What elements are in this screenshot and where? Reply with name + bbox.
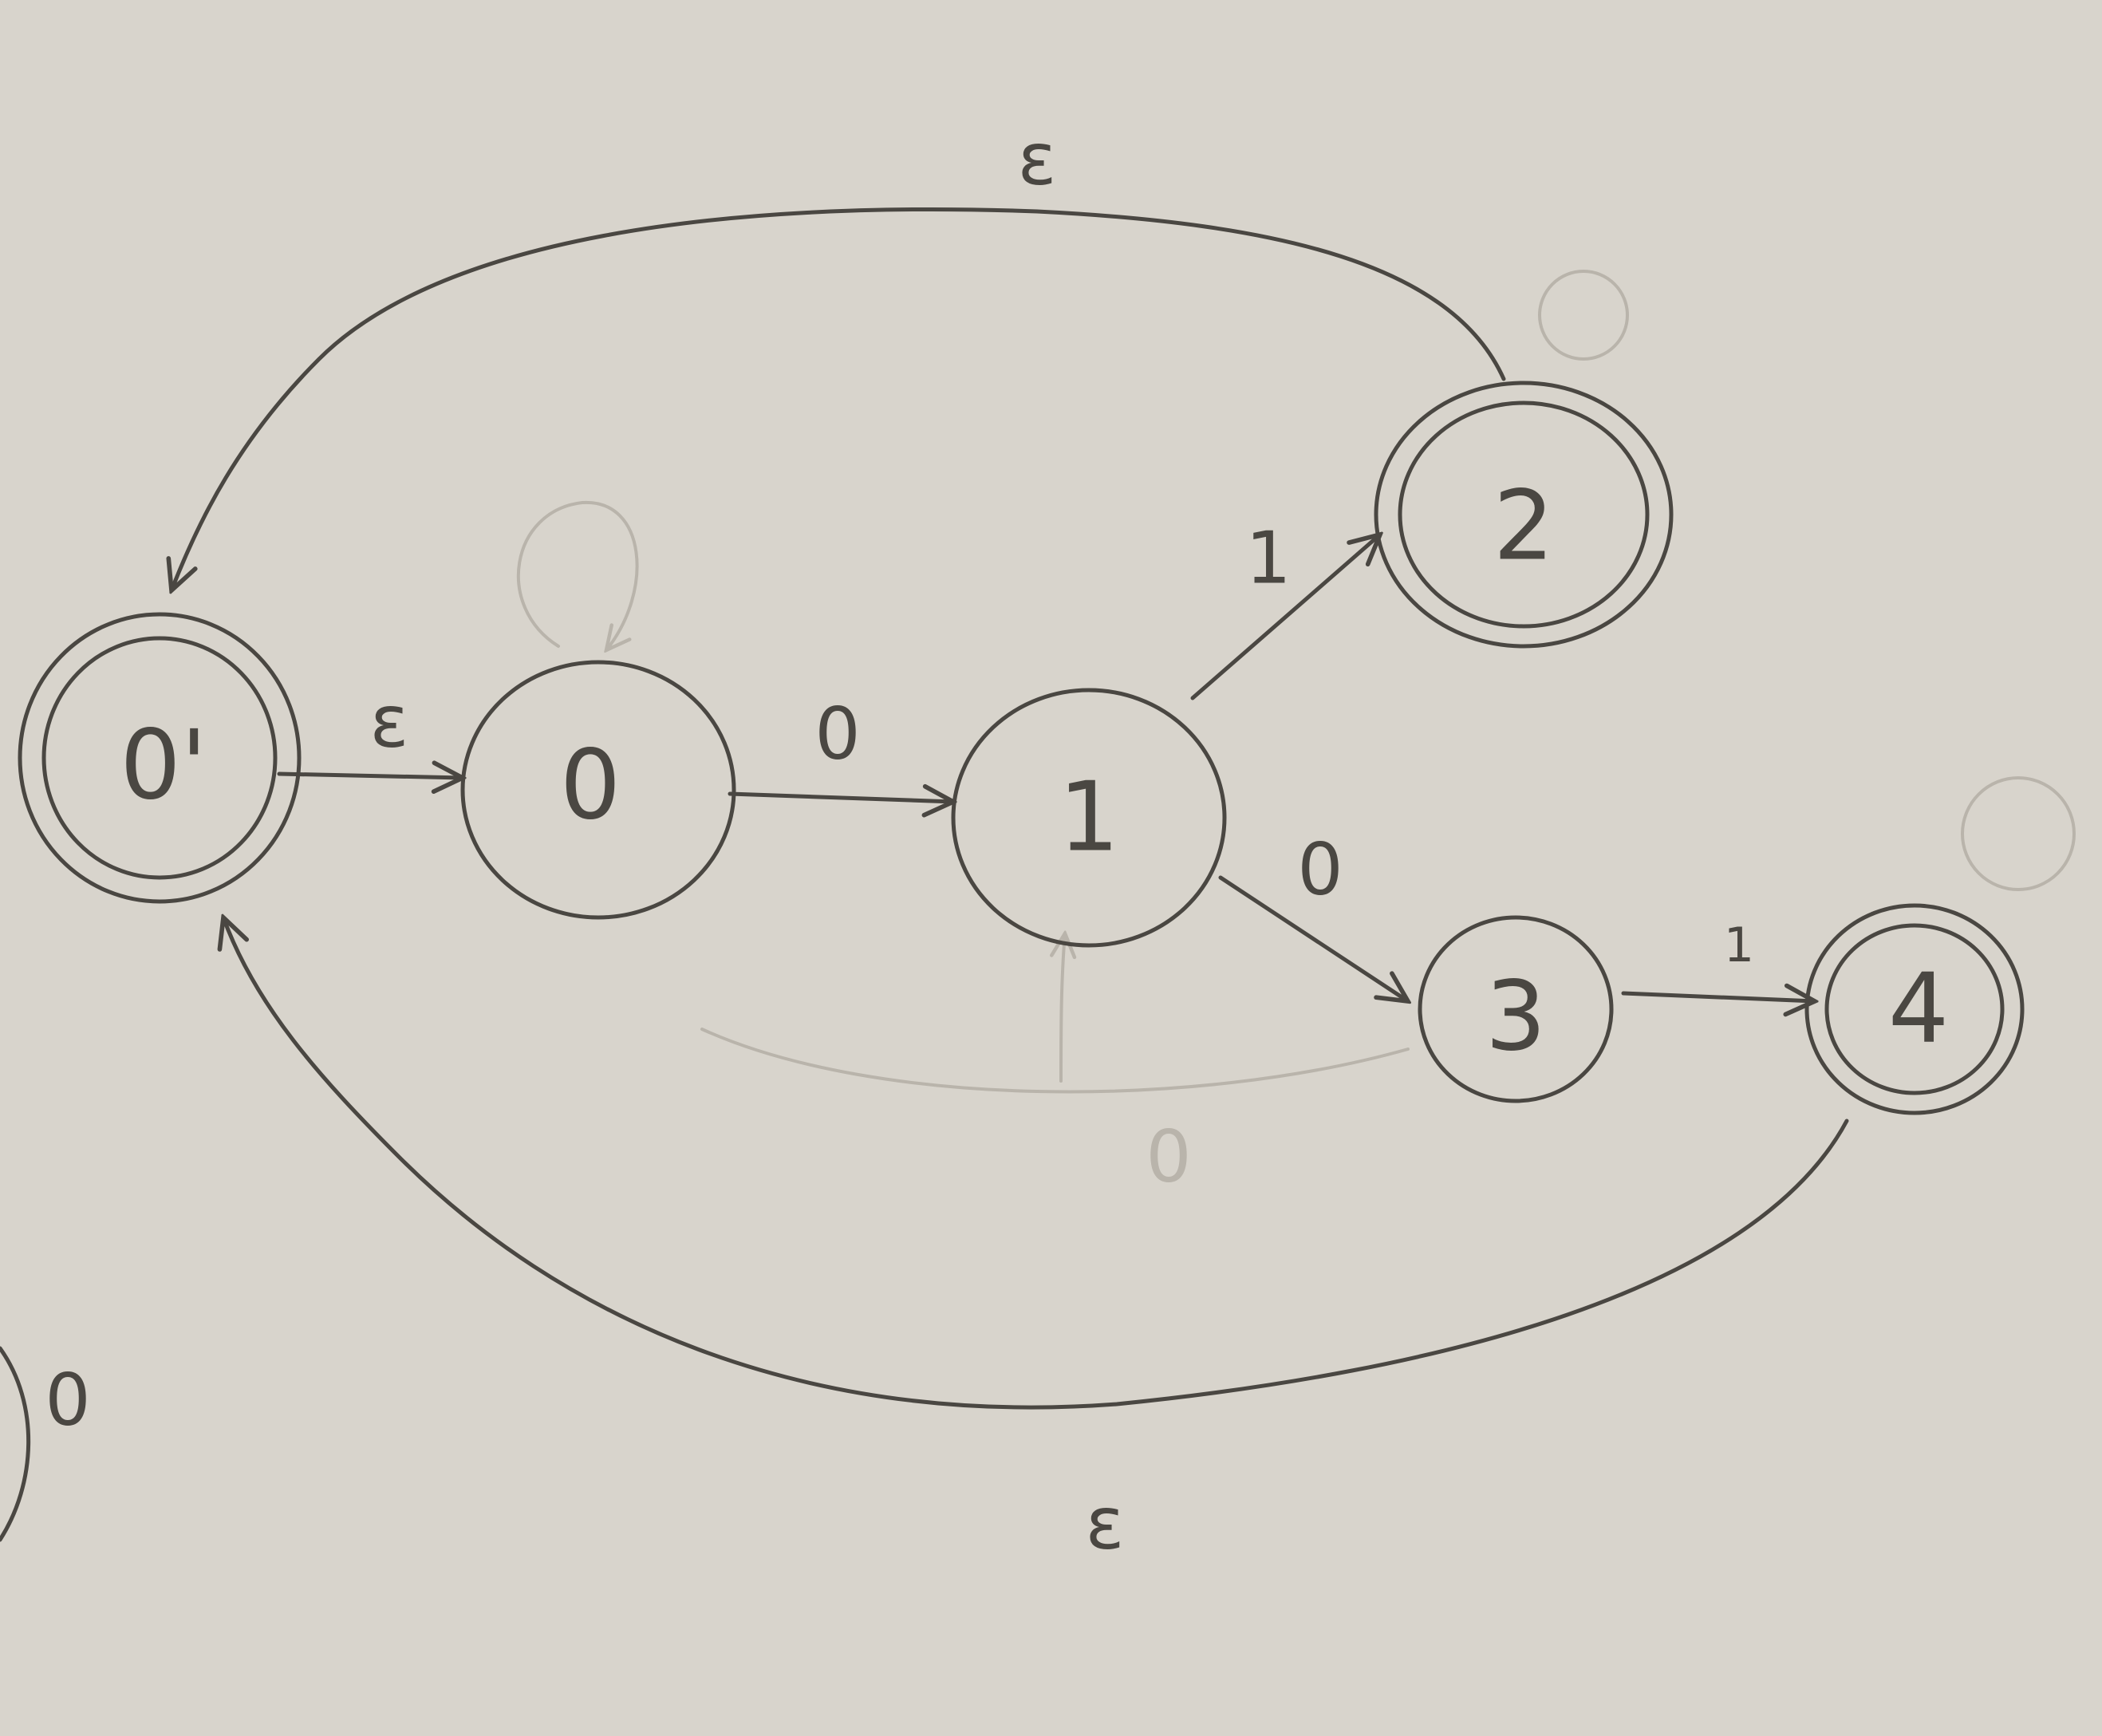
edge-1-to-2 <box>1190 535 1380 700</box>
states: 0' 0 1 2 3 4 <box>18 381 2025 1115</box>
edge-1-to-3 <box>1218 875 1408 1001</box>
edge-label-4-to-0prime: ε <box>1086 1482 1125 1566</box>
erased-self-loop <box>516 500 639 650</box>
state-4-label: 4 <box>1888 954 1949 1065</box>
margin-arc <box>0 1346 31 1542</box>
state-1-ring <box>951 688 1227 948</box>
state-2-outer-ring <box>1374 381 1674 649</box>
state-2-inner-ring <box>1398 400 1650 629</box>
state-0: 0 <box>460 660 736 920</box>
state-4: 4 <box>1804 903 2025 1115</box>
edge-label-2-to-0prime: ε <box>1018 118 1057 202</box>
erased-circle-a <box>1538 270 1629 361</box>
edge-3-to-4 <box>1621 993 1815 1001</box>
margin-mark-label: 0 <box>45 1359 90 1442</box>
edge-0-to-1 <box>728 794 953 802</box>
state-2: 2 <box>1374 381 1674 649</box>
erased-edge-3-to-1 <box>1061 933 1065 1083</box>
state-1-label: 1 <box>1059 763 1119 874</box>
state-0-ring <box>460 660 736 920</box>
edge-label-0prime-to-0: ε <box>370 681 409 764</box>
edge-label-1-to-2: 1 <box>1245 517 1291 601</box>
erased-circle-b <box>1961 776 2076 891</box>
state-4-outer-ring <box>1804 903 2025 1115</box>
edge-label-1-to-3: 0 <box>1297 828 1343 912</box>
edge-2-to-0prime <box>172 207 1506 590</box>
edge-label-3-to-4: 1 <box>1724 917 1754 973</box>
state-0-label: 0 <box>560 731 621 842</box>
edge-4-to-0prime <box>223 917 1849 1410</box>
state-3: 3 <box>1418 915 1614 1103</box>
state-0prime-inner-ring <box>41 636 278 880</box>
state-0prime-label: 0' <box>120 711 207 822</box>
erased-edge-label: 0 <box>1146 1115 1191 1199</box>
state-0prime: 0' <box>18 612 302 904</box>
state-2-label: 2 <box>1493 471 1554 582</box>
stray-marks: 0 <box>0 1346 91 1542</box>
state-0prime-outer-ring <box>18 612 302 904</box>
erased-marks: 0 <box>516 270 2076 1199</box>
edge-label-0-to-1: 0 <box>814 692 860 776</box>
state-3-label: 3 <box>1485 962 1546 1073</box>
state-3-ring <box>1418 915 1614 1103</box>
edges: ε 0 1 0 1 ε ε <box>172 118 1849 1566</box>
erased-edge-3-to-0 <box>700 1028 1410 1094</box>
edge-0prime-to-0 <box>277 774 463 778</box>
state-4-inner-ring <box>1824 923 2005 1095</box>
state-1: 1 <box>951 688 1227 948</box>
